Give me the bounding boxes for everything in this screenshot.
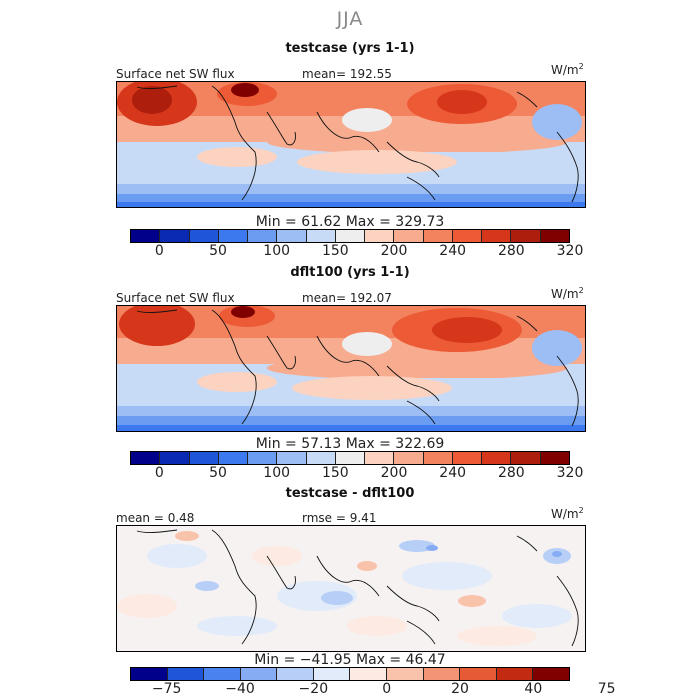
panel-1-title: testcase (yrs 1-1) bbox=[285, 41, 415, 56]
colorbar-swatch bbox=[423, 452, 453, 464]
panel-2-units: W/m2 bbox=[551, 286, 584, 301]
colorbar-swatch bbox=[452, 452, 483, 464]
colorbar-swatch bbox=[365, 452, 395, 464]
colorbar-swatch bbox=[167, 668, 205, 680]
panel-3-map-field bbox=[117, 526, 585, 651]
panel-2-mean-label: mean= 192.07 bbox=[302, 291, 392, 305]
panel-2-title: dflt100 (yrs 1-1) bbox=[290, 265, 410, 280]
colorbar-tick-label: 150 bbox=[321, 243, 349, 259]
panel-1-map bbox=[116, 81, 586, 208]
colorbar-tick-label: 0 bbox=[154, 243, 164, 259]
colorbar-swatch bbox=[160, 452, 190, 464]
colorbar-swatch bbox=[131, 668, 168, 680]
panel-3-minmax: Min = −41.95 Max = 46.47 bbox=[254, 652, 446, 668]
colorbar-swatch bbox=[482, 452, 512, 464]
colorbar-swatch bbox=[189, 230, 219, 242]
colorbar-swatch bbox=[131, 230, 161, 242]
colorbar-swatch bbox=[511, 452, 541, 464]
panel-2-field-label: Surface net SW flux bbox=[116, 291, 235, 305]
colorbar-swatch bbox=[277, 452, 307, 464]
colorbar-swatch bbox=[189, 452, 219, 464]
colorbar-swatch bbox=[460, 668, 497, 680]
panel-3-colorbar-ticks: −75 −40 −20 0 20 40 75 bbox=[130, 681, 616, 699]
colorbar-tick-label: 100 bbox=[263, 243, 291, 259]
colorbar-tick-label: 50 bbox=[209, 243, 227, 259]
panel-1-minmax: Min = 61.62 Max = 329.73 bbox=[255, 214, 445, 230]
panel-2-map bbox=[116, 305, 586, 432]
colorbar-swatch bbox=[204, 668, 241, 680]
colorbar-tick-label: 20 bbox=[451, 681, 469, 697]
colorbar-swatch bbox=[482, 230, 512, 242]
colorbar-swatch bbox=[218, 452, 249, 464]
colorbar-tick-label: 50 bbox=[209, 465, 227, 481]
colorbar-swatch bbox=[240, 668, 278, 680]
colorbar-swatch bbox=[313, 668, 351, 680]
colorbar-swatch bbox=[452, 230, 483, 242]
colorbar-swatch bbox=[306, 452, 336, 464]
colorbar-swatch bbox=[423, 668, 461, 680]
colorbar-swatch bbox=[496, 668, 534, 680]
panel-1-map-field bbox=[117, 82, 585, 207]
colorbar-tick-label: 75 bbox=[597, 681, 616, 697]
colorbar-tick-label: −20 bbox=[298, 681, 329, 697]
panel-3-title: testcase - dflt100 bbox=[285, 486, 415, 501]
colorbar-swatch bbox=[540, 452, 569, 464]
colorbar-swatch bbox=[335, 230, 366, 242]
colorbar-swatch bbox=[365, 230, 395, 242]
panel-1-units: W/m2 bbox=[551, 62, 584, 77]
colorbar-swatch bbox=[350, 668, 388, 680]
season-title: JJA bbox=[336, 8, 364, 30]
colorbar-tick-label: 280 bbox=[497, 465, 525, 481]
colorbar-tick-label: 320 bbox=[556, 465, 584, 481]
colorbar-tick-label: 240 bbox=[439, 243, 467, 259]
panel-3-units: W/m2 bbox=[551, 506, 584, 521]
panel-2-map-field bbox=[117, 306, 585, 431]
colorbar-swatch bbox=[394, 452, 424, 464]
panel-2-colorbar-ticks: 0 50 100 150 200 240 280 320 bbox=[130, 465, 584, 483]
panel-2-minmax: Min = 57.13 Max = 322.69 bbox=[255, 436, 445, 452]
colorbar-swatch bbox=[248, 230, 278, 242]
colorbar-swatch bbox=[540, 230, 569, 242]
colorbar-tick-label: 150 bbox=[321, 465, 349, 481]
colorbar-tick-label: 0 bbox=[382, 681, 392, 697]
colorbar-tick-label: 100 bbox=[263, 465, 291, 481]
colorbar-swatch bbox=[218, 230, 249, 242]
colorbar-tick-label: −40 bbox=[225, 681, 255, 697]
colorbar-swatch bbox=[131, 452, 161, 464]
colorbar-tick-label: 280 bbox=[497, 243, 525, 259]
panel-3-rmse-label: rmse = 9.41 bbox=[302, 511, 377, 525]
panel-1-colorbar-ticks: 0 50 100 150 200 240 280 320 bbox=[130, 243, 584, 261]
colorbar-tick-label: 0 bbox=[154, 465, 164, 481]
colorbar-swatch bbox=[277, 668, 314, 680]
panel-2-colorbar bbox=[130, 451, 570, 465]
colorbar-swatch bbox=[511, 230, 541, 242]
colorbar-tick-label: 240 bbox=[439, 465, 467, 481]
panel-3-map bbox=[116, 525, 586, 652]
colorbar-tick-label: 200 bbox=[380, 243, 408, 259]
colorbar-tick-label: 320 bbox=[556, 243, 584, 259]
panel-3-mean-label: mean = 0.48 bbox=[116, 511, 195, 525]
colorbar-tick-label: −75 bbox=[151, 681, 182, 697]
colorbar-swatch bbox=[335, 452, 366, 464]
panel-1-mean-label: mean= 192.55 bbox=[302, 67, 392, 81]
colorbar-swatch bbox=[423, 230, 453, 242]
colorbar-tick-label: 40 bbox=[524, 681, 543, 697]
colorbar-tick-label: 200 bbox=[380, 465, 408, 481]
panel-1-colorbar bbox=[130, 229, 570, 243]
colorbar-swatch bbox=[248, 452, 278, 464]
panel-1-field-label: Surface net SW flux bbox=[116, 67, 235, 81]
colorbar-swatch bbox=[277, 230, 307, 242]
colorbar-swatch bbox=[387, 668, 424, 680]
colorbar-swatch bbox=[160, 230, 190, 242]
panel-3-colorbar bbox=[130, 667, 570, 681]
colorbar-swatch bbox=[306, 230, 336, 242]
colorbar-swatch bbox=[533, 668, 569, 680]
colorbar-swatch bbox=[394, 230, 424, 242]
